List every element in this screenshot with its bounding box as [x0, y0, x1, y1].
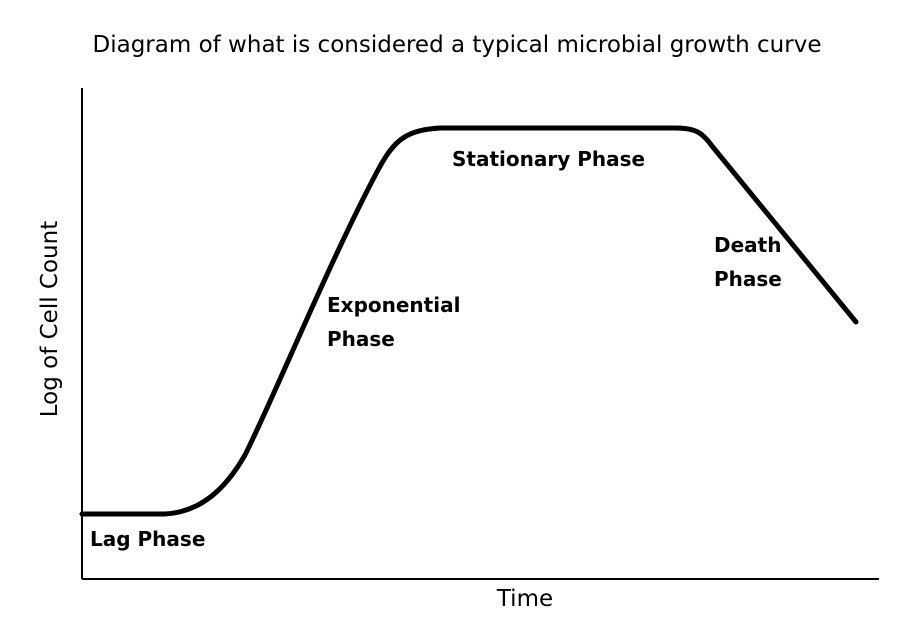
exponential-phase-line-1: Exponential	[327, 293, 461, 317]
exponential-phase-line-2: Phase	[327, 327, 395, 351]
diagram-title: Diagram of what is considered a typical …	[92, 32, 822, 58]
death-phase-line-1: Death	[714, 233, 782, 257]
exponential-phase-label: Exponential Phase	[327, 288, 460, 356]
growth-curve-line	[79, 125, 859, 517]
stationary-phase-label: Stationary Phase	[452, 147, 646, 171]
y-axis-label: Log of Cell Count	[37, 220, 63, 418]
death-phase-label: Death Phase	[714, 228, 782, 296]
x-axis-label: Time	[496, 586, 554, 612]
death-phase-line-2: Phase	[714, 267, 782, 291]
lag-phase-label: Lag Phase	[90, 527, 206, 551]
